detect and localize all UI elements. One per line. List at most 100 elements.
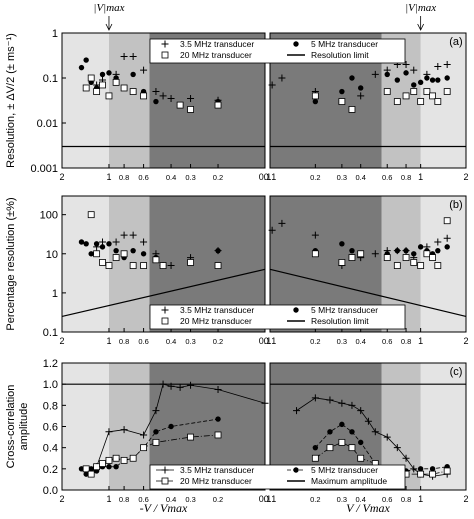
panel-a-ylabel: Resolution, ± ΔV/2 (± ms⁻¹) [5, 33, 17, 168]
panel-c-series-open-square-point [443, 467, 451, 475]
panel-c-xtick-label: 0.8 [119, 495, 129, 504]
panel-a-ytick-label: 1 [52, 28, 58, 40]
panel-a-series-plus-point [371, 70, 379, 78]
panel-b-series-dot-point [435, 247, 441, 254]
panel-a-xtick-label: 0.4 [355, 173, 365, 182]
panel-a-series-dot-point [153, 98, 159, 105]
panel-a-series-open-square-point [393, 98, 401, 105]
panel-b-series-open-square-point [410, 259, 418, 266]
panel-c-series-plus-point [357, 407, 365, 415]
panel-b-series-plus-point [129, 231, 137, 239]
panel-a-series-dot-point [429, 77, 436, 83]
panel-b-legend-marker [161, 306, 169, 314]
panel-b-xtick-label: 0.6 [382, 337, 392, 346]
x-axis-title-left: -V / Vmax [140, 501, 188, 515]
panel-a-series-plus-point [159, 92, 167, 100]
panel-a-legend-marker [161, 51, 169, 59]
panel-c-legend-label: 3.5 MHz transducer [180, 465, 254, 475]
panel-a-series-open-square-point [187, 106, 194, 113]
panel-a-series-dot-point [99, 71, 106, 78]
panel-c-frame-right [269, 362, 467, 491]
panel-b-xtick-label: 0.3 [337, 337, 347, 346]
panel-c-series-plus-point [140, 431, 148, 439]
panel-a-series-dot-point [106, 70, 112, 76]
panel-a-xtick-label: 2 [59, 172, 64, 182]
panel-a-xtick-label: 0.4 [166, 173, 176, 182]
panel-b-series-plus-point [371, 250, 379, 258]
panel-c-series-plus-point [311, 394, 319, 402]
panel-b-ytick-label: 100 [40, 210, 58, 222]
panel-c-series-dot-point [339, 421, 345, 428]
panel-a-series-open-square-point [140, 92, 147, 100]
panel-c-xtick-label: 2 [463, 494, 468, 504]
panel-a-series-plus-point [140, 66, 148, 74]
panel-a-series-plus-point [167, 95, 175, 103]
panel-b-series-open-square-point [357, 250, 365, 258]
panel-b-legend-label: 5 MHz transducer [311, 305, 378, 315]
panel-c-series-dot-point [113, 464, 119, 470]
panel-a-series-plus-point [357, 92, 365, 100]
panel-b-xtick-label: 0.1 [264, 336, 277, 346]
panel-c-series-dot-point [349, 429, 355, 435]
panel-a-xtick-label: 0.3 [337, 173, 347, 182]
panel-a-series-open-square-point [311, 92, 319, 100]
panel-c-series-plus-point [402, 454, 410, 462]
panel-a-series-open-square-point [82, 84, 90, 92]
panel-b-xtick-label: 1 [418, 336, 423, 346]
panel-a-series-plus-point [187, 95, 195, 103]
panel-b-xtick-label: 0.8 [119, 337, 129, 346]
text-layer: 2 21 10.8 0.80.6 0.60.4 0.40.3 0.30.2 0.20.10.1… [5, 2, 469, 515]
panel-b-xtick-label: 0.4 [166, 337, 176, 346]
panel-a-series-open-square-point [338, 98, 346, 105]
vmax-label-right: |V|max [405, 2, 436, 14]
panel-b-series-dot-point [349, 247, 355, 254]
panel-c-series-open-square-point [87, 470, 95, 478]
panel-b-series-dot-point [130, 247, 136, 254]
panel-c-xtick-label: 0.4 [166, 495, 176, 504]
panel-c-series-open-square-point [417, 470, 425, 478]
panel-a-xtick-label: 0.2 [213, 173, 223, 182]
shaded-bands [62, 33, 466, 490]
panel-b-legend-marker [293, 307, 299, 313]
panel-b-series-dot-point [417, 244, 424, 250]
panel-a-legend-label: 5 MHz transducer [311, 39, 378, 49]
panel-c-xtick-label: 1 [106, 494, 111, 504]
panel-b-series-open-square-point [105, 262, 113, 269]
panel-a-series-dot-point [83, 57, 89, 63]
panel-a-legend-label: Resolution limit [311, 50, 369, 60]
panel-a-panel-label: (a) [449, 36, 462, 48]
panel-a-xtick-label: 0.1 [259, 172, 272, 182]
panel-c-series-dot-point [417, 466, 424, 472]
panel-c-legend-label: Maximum amplitude [311, 476, 387, 486]
panel-a-series-open-square-point [443, 88, 451, 95]
panel-c-series-plus-point [120, 426, 128, 434]
panel-a-xtick-label: 0.8 [119, 173, 129, 182]
panel-c-series-open-square-point [357, 454, 365, 462]
panel-b-series-dot-point [88, 251, 94, 257]
panel-a-series-open-square-point [434, 98, 442, 105]
panel-a-xtick-label: 0.1 [264, 172, 277, 182]
panel-c-series-open-square-point [105, 456, 113, 464]
panel-a-xtick-label: 0.6 [138, 173, 148, 182]
panel-b-ytick-label: 1 [52, 288, 58, 300]
panel-b-series-dot-point [339, 241, 345, 247]
panel-c-series-plus-point [326, 396, 334, 404]
panel-a-ytick-label: 0.1 [43, 73, 58, 85]
panel-a-legend-label: 20 MHz transducer [180, 50, 252, 60]
panel-a-legend-marker [161, 40, 169, 48]
panel-a-series-open-square-point [383, 88, 391, 95]
panel-a-series-dot-point [394, 77, 401, 83]
vmax-arrowhead-left [105, 23, 113, 31]
panel-a-band-right-0 [420, 33, 466, 168]
panel-a-xtick-label: 0.8 [401, 173, 411, 182]
panel-c-legend-label: 5 MHz transducer [311, 465, 378, 475]
panel-c-series-dot-point [168, 423, 174, 430]
panel-c-xtick-label: 0.1 [259, 494, 272, 504]
panel-b-series-open-square-point [129, 262, 137, 269]
panel-a-xtick-label: 2 [463, 172, 468, 182]
panel-c-ytick-label: 0.6 [43, 422, 58, 434]
panel-c-ylabel-line: Cross-correlation [5, 385, 17, 469]
panel-a-series-dot-point [444, 75, 450, 81]
panel-b-band-right-0 [420, 196, 466, 332]
panel-b-xtick-label: 0.8 [401, 337, 411, 346]
